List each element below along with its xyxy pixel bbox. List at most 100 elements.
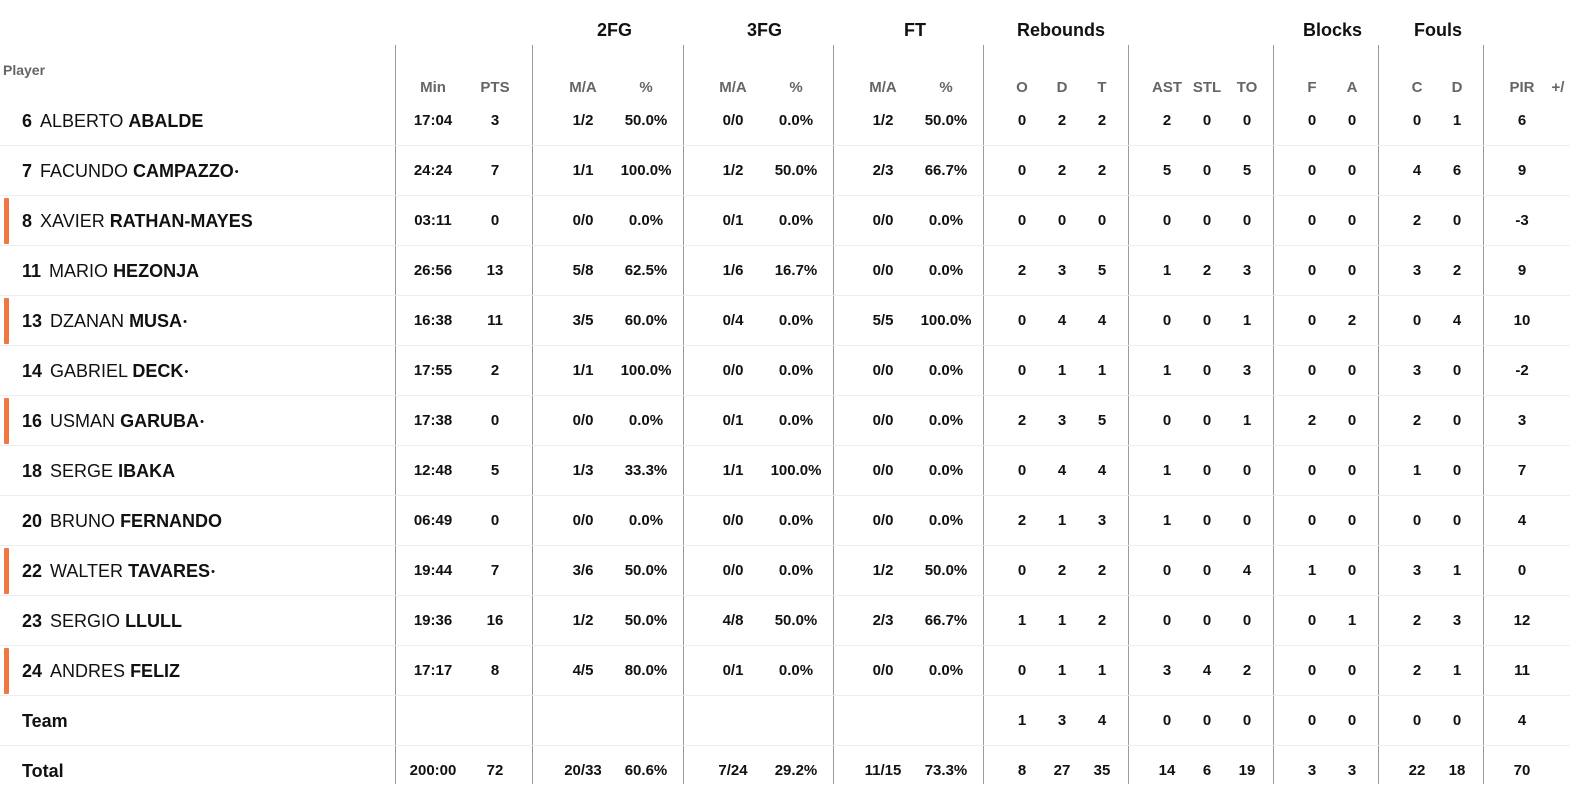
cell-foul-d: 1 xyxy=(1452,112,1462,129)
cell-reb-o: 0 xyxy=(1017,662,1027,679)
cell-reb-d: 2 xyxy=(1057,112,1067,129)
cell-foul-c: 0 xyxy=(1412,112,1422,129)
column-header-ft-ma[interactable]: M/A xyxy=(869,79,897,96)
column-header-pm[interactable]: +/ xyxy=(1551,79,1565,96)
row-separator xyxy=(0,195,1570,196)
cell-reb-t: 35 xyxy=(1093,762,1111,779)
cell-foul-d: 6 xyxy=(1452,162,1462,179)
cell-reb-o: 2 xyxy=(1017,262,1027,279)
player-name[interactable]: 23 SERGIO LLULL xyxy=(22,596,183,646)
column-header-to[interactable]: TO xyxy=(1236,79,1258,96)
cell-blk-a: 3 xyxy=(1347,762,1357,779)
player-name[interactable]: 7 FACUNDO CAMPAZZO• xyxy=(22,146,239,196)
player-name[interactable]: 13 DZANAN MUSA• xyxy=(22,296,187,346)
cell-foul-c: 22 xyxy=(1408,762,1426,779)
cell-blk-a: 0 xyxy=(1347,262,1357,279)
table-row[interactable]: 13 DZANAN MUSA• 16:38 11 3/5 60.0% 0/4 0.0% 5/5 1… xyxy=(0,296,1570,346)
column-header-blk-a[interactable]: A xyxy=(1346,79,1358,96)
cell-foul-d: 0 xyxy=(1452,462,1462,479)
table-row[interactable]: 8 XAVIER RATHAN-MAYES 03:11 0 0/0 0.0% 0/1 0.0%… xyxy=(0,196,1570,246)
player-name[interactable]: 20 BRUNO FERNANDO xyxy=(22,496,223,546)
column-header-fg3-pct[interactable]: % xyxy=(789,79,803,96)
cell-ast: 5 xyxy=(1162,162,1172,179)
cell-reb-o: 1 xyxy=(1017,612,1027,629)
table-row[interactable]: 16 USMAN GARUBA• 17:38 0 0/0 0.0% 0/1 0.0% 0/0 0.… xyxy=(0,396,1570,446)
cell-pts: 13 xyxy=(486,262,504,279)
cell-reb-t: 0 xyxy=(1097,212,1107,229)
cell-foul-d: 1 xyxy=(1452,662,1462,679)
cell-to: 0 xyxy=(1242,212,1252,229)
cell-fg3-ma: 1/1 xyxy=(722,462,744,479)
cell-ft-ma: 0/0 xyxy=(872,462,894,479)
cell-fg2-pct: 0.0% xyxy=(628,212,664,229)
table-row[interactable]: 23 SERGIO LLULL 19:36 16 1/2 50.0% 4/8 50.0% 2/3… xyxy=(0,596,1570,646)
table-row[interactable]: 20 BRUNO FERNANDO 06:49 0 0/0 0.0% 0/0 0.0% 0/0 0… xyxy=(0,496,1570,546)
starter-dot-icon: • xyxy=(184,366,189,379)
column-header-foul-c[interactable]: C xyxy=(1411,79,1423,96)
player-number: 6 xyxy=(22,111,33,131)
player-last-name: TAVARES xyxy=(128,561,211,581)
cell-min: 06:49 xyxy=(413,512,453,529)
player-number: 11 xyxy=(22,261,42,281)
player-name[interactable]: 14 GABRIEL DECK• xyxy=(22,346,188,396)
row-separator xyxy=(0,745,1570,746)
cell-fg2-ma: 0/0 xyxy=(572,512,594,529)
table-row[interactable]: 24 ANDRES FELIZ 17:17 8 4/5 80.0% 0/1 0.0% 0/0 0.… xyxy=(0,646,1570,696)
player-name[interactable]: 16 USMAN GARUBA• xyxy=(22,396,204,446)
table-row[interactable]: 22 WALTER TAVARES• 19:44 7 3/6 50.0% 0/0 0.0% 1/… xyxy=(0,546,1570,596)
player-name[interactable]: 11 MARIO HEZONJA xyxy=(22,246,200,296)
player-number: 13 xyxy=(22,311,43,331)
cell-reb-d: 3 xyxy=(1057,412,1067,429)
table-row[interactable]: 14 GABRIEL DECK• 17:55 2 1/1 100.0% 0/0 0.0% 0/0… xyxy=(0,346,1570,396)
cell-fg2-ma: 1/3 xyxy=(572,462,594,479)
column-header-fg3-ma[interactable]: M/A xyxy=(719,79,747,96)
cell-reb-t: 5 xyxy=(1097,262,1107,279)
player-name[interactable]: 24 ANDRES FELIZ xyxy=(22,646,181,696)
table-row[interactable]: 18 SERGE IBAKA 12:48 5 1/3 33.3% 1/1 100.0% 0/0 0… xyxy=(0,446,1570,496)
cell-reb-d: 27 xyxy=(1053,762,1071,779)
cell-ft-pct: 0.0% xyxy=(928,262,964,279)
column-divider xyxy=(1128,45,1129,784)
column-header-ast[interactable]: AST xyxy=(1152,79,1182,96)
column-header-pir[interactable]: PIR xyxy=(1509,79,1535,96)
starter-dot-icon: • xyxy=(211,566,215,579)
cell-min: 200:00 xyxy=(409,762,457,779)
player-name[interactable]: 8 XAVIER RATHAN-MAYES xyxy=(22,196,254,246)
column-divider xyxy=(395,45,396,784)
column-header-reb-t[interactable]: T xyxy=(1097,79,1107,96)
cell-pts: 0 xyxy=(490,212,500,229)
column-header-min[interactable]: Min xyxy=(420,79,446,96)
player-name[interactable]: 22 WALTER TAVARES• xyxy=(22,546,215,596)
column-header-ft-pct[interactable]: % xyxy=(939,79,953,96)
column-header-stl[interactable]: STL xyxy=(1192,79,1222,96)
cell-fg3-ma: 0/0 xyxy=(722,562,744,579)
cell-ast: 1 xyxy=(1162,362,1172,379)
player-name[interactable]: 6 ALBERTO ABALDE xyxy=(22,96,204,146)
cell-foul-c: 2 xyxy=(1412,212,1422,229)
table-row[interactable]: 6 ALBERTO ABALDE 17:04 3 1/2 50.0% 0/0 0.0% 1/2 5… xyxy=(0,96,1570,146)
cell-stl: 0 xyxy=(1202,212,1212,229)
cell-pts: 8 xyxy=(490,662,500,679)
column-header-pts[interactable]: PTS xyxy=(480,79,510,96)
cell-reb-o: 0 xyxy=(1017,362,1027,379)
cell-ft-ma: 0/0 xyxy=(872,412,894,429)
cell-to: 5 xyxy=(1242,162,1252,179)
cell-fg2-ma: 3/6 xyxy=(572,562,594,579)
player-name[interactable]: 18 SERGE IBAKA xyxy=(22,446,176,496)
cell-pts: 7 xyxy=(490,562,500,579)
column-header-reb-d[interactable]: D xyxy=(1056,79,1068,96)
cell-pir: 7 xyxy=(1517,462,1527,479)
column-header-blk-f[interactable]: F xyxy=(1307,79,1317,96)
player-last-name: FELIZ xyxy=(130,661,181,681)
cell-fg2-pct: 100.0% xyxy=(620,162,672,179)
player-number: 22 xyxy=(22,561,43,581)
column-header-fg2-ma[interactable]: M/A xyxy=(569,79,597,96)
column-header-reb-o[interactable]: O xyxy=(1016,79,1028,96)
table-row[interactable]: 11 MARIO HEZONJA 26:56 13 5/8 62.5% 1/6 16.7% 0/… xyxy=(0,246,1570,296)
column-header-fg2-pct[interactable]: % xyxy=(639,79,653,96)
table-row[interactable]: 7 FACUNDO CAMPAZZO• 24:24 7 1/1 100.0% 1/2 50.0… xyxy=(0,146,1570,196)
column-header-foul-d[interactable]: D xyxy=(1451,79,1463,96)
cell-fg3-ma: 4/8 xyxy=(722,612,744,629)
cell-fg3-ma: 0/0 xyxy=(722,112,744,129)
player-first-name: USMAN xyxy=(50,411,116,431)
